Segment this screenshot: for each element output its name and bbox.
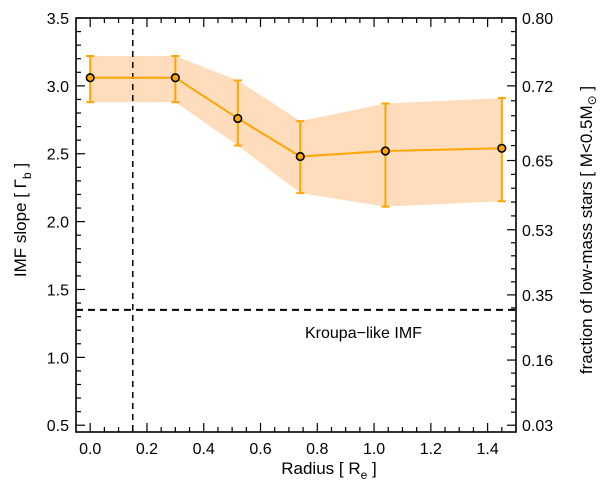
x-tick-label: 1.2: [420, 441, 442, 458]
series-line: [90, 76, 502, 158]
data-point: [380, 146, 391, 156]
y-tick-label: 1.0: [47, 350, 69, 367]
y2-tick-label: 0.80: [522, 11, 553, 28]
data-point: [233, 113, 243, 124]
x-tick-label: 0.6: [249, 441, 271, 458]
data-point: [170, 73, 180, 83]
x-axis-label: Radius [ Re ]: [281, 459, 377, 482]
data-point: [295, 151, 305, 162]
y2-tick-label: 0.65: [522, 154, 553, 171]
x-axis-label-main: Radius [ R: [281, 459, 360, 478]
x-axis-label-sub: e: [361, 468, 368, 482]
y-tick-label: 3.0: [47, 79, 69, 96]
x-tick-label: 0.0: [79, 441, 101, 458]
y2-tick-label: 0.72: [522, 79, 553, 96]
x-tick-label: 1.4: [476, 441, 498, 458]
y2-axis-label-sym: ⊙: [585, 95, 599, 105]
reference-lines-layer: [76, 18, 516, 432]
series-line-layer: [90, 76, 502, 158]
x-tick-label: 1.0: [363, 441, 385, 458]
y2-tick-label: 0.03: [522, 418, 553, 435]
y-axis-label-main: IMF slope [ Γ: [11, 179, 30, 277]
y-tick-label: 3.5: [47, 11, 69, 28]
axes-layer: 0.0 0.2 0.4 0.6 0.8 1.0 1.2 1.4 0.5 1.0 1.5 2.0 2.5 3…: [47, 11, 553, 458]
plot-frame: [75, 17, 517, 433]
y2-tick-label: 0.16: [522, 353, 553, 370]
y-tick-label: 1.5: [47, 282, 69, 299]
data-points-layer: [85, 73, 507, 162]
y-axis-label-sub: b: [20, 172, 34, 179]
x-tick-label: 0.4: [193, 441, 215, 458]
x-axis-label-end: ]: [367, 459, 376, 478]
y-axis-label-end: ]: [11, 163, 30, 172]
y2-axis-label-main: fraction of low-mass stars [ M<0.5M: [577, 105, 596, 374]
data-point: [497, 143, 507, 153]
y2-axis-label-end: ]: [577, 86, 596, 95]
y-tick-label: 0.5: [47, 418, 69, 435]
error-band-layer: [90, 56, 502, 207]
y2-tick-label: 0.53: [522, 223, 553, 240]
error-band: [90, 56, 502, 207]
y2-axis-label: fraction of low-mass stars [ M<0.5M⊙ ]: [577, 86, 599, 374]
kroupa-label: Kroupa−like IMF: [305, 325, 422, 342]
data-point: [85, 73, 95, 83]
x-tick-label: 0.8: [306, 441, 328, 458]
y-tick-label: 2.0: [47, 215, 69, 232]
x-tick-label: 0.2: [136, 441, 158, 458]
y2-tick-label: 0.35: [522, 288, 553, 305]
y-axis-label: IMF slope [ Γb ]: [11, 163, 34, 277]
y-tick-label: 2.5: [47, 147, 69, 164]
